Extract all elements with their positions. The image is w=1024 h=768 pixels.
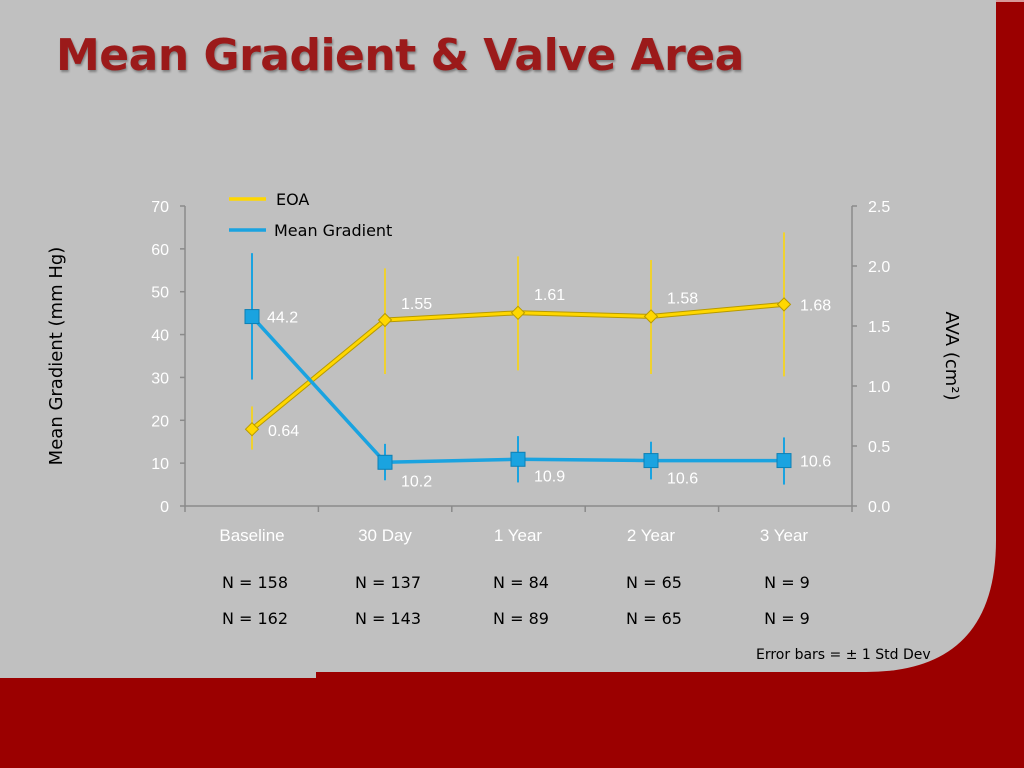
sample-size-cell: N = 137 <box>354 573 422 592</box>
eoa-point <box>776 297 792 312</box>
corner-accent <box>996 0 1024 2</box>
mean-gradient-point <box>377 454 393 470</box>
axes: 0 10 20 30 40 50 60 70 0.0 0.5 1.0 1.5 2.0 2.5 Baselin… <box>151 199 890 545</box>
x-tick-label: 3 Year <box>760 526 809 545</box>
y-left-tick-label: 70 <box>151 199 169 216</box>
y-left-tick-label: 60 <box>151 242 169 259</box>
y-right-tick-label: 1.0 <box>868 379 890 396</box>
eoa-point <box>643 309 659 324</box>
y-left-tick-label: 10 <box>151 456 169 473</box>
content-panel <box>0 0 996 672</box>
sample-size-cell: N = 65 <box>626 609 682 628</box>
y-axis-right-title: AVA (cm²) <box>941 311 962 400</box>
x-tick-label: 30 Day <box>358 526 412 545</box>
y-right-tick-label: 0.5 <box>868 439 890 456</box>
y-left-tick-label: 30 <box>151 370 169 387</box>
mean-gradient-data-label: 44.2 <box>267 310 298 327</box>
eoa-data-label: 1.55 <box>401 296 432 313</box>
sample-size-cell: N = 143 <box>354 609 422 628</box>
series-eoa <box>244 232 792 450</box>
y-right-tick-label: 1.5 <box>868 319 890 336</box>
sample-size-cell: N = 158 <box>221 573 289 592</box>
y-left-tick-label: 0 <box>160 499 169 516</box>
mean-gradient-point <box>776 453 792 469</box>
y-right-tick-label: 0.0 <box>868 499 890 516</box>
eoa-data-label: 0.64 <box>268 423 299 440</box>
mean-gradient-data-label: 10.6 <box>800 454 831 471</box>
series-mean-gradient <box>244 253 792 485</box>
eoa-data-label: 1.61 <box>534 287 565 304</box>
slide-title: Mean Gradient & Valve Area <box>56 30 744 81</box>
y-left-tick-label: 20 <box>151 413 169 430</box>
legend-eoa-label: EOA <box>276 190 309 209</box>
y-left-tick-label: 50 <box>151 285 169 302</box>
mean-gradient-data-label: 10.6 <box>667 471 698 488</box>
panel-tab <box>0 672 316 678</box>
eoa-point <box>510 305 526 321</box>
y-axis-left-title: Mean Gradient (mm Hg) <box>46 247 67 466</box>
sample-size-cell: N = 89 <box>493 609 549 628</box>
eoa-point <box>377 312 393 328</box>
error-bar-note: Error bars = ± 1 Std Dev <box>756 647 931 663</box>
mean-gradient-point <box>244 309 260 325</box>
mean-gradient-point <box>510 451 526 467</box>
sample-size-cell: N = 162 <box>221 609 289 628</box>
data-labels: 0.64 1.55 1.61 1.58 1.68 44.2 10.2 10.9 10.6 10.6 <box>267 287 831 490</box>
eoa-point <box>244 421 260 437</box>
legend: EOA Mean Gradient <box>229 190 392 240</box>
x-tick-label: 2 Year <box>627 526 676 545</box>
legend-mean-gradient-label: Mean Gradient <box>274 221 392 240</box>
x-tick-label: Baseline <box>219 526 284 545</box>
x-tick-label: 1 Year <box>494 526 543 545</box>
mean-gradient-point <box>643 453 659 469</box>
mean-gradient-data-label: 10.9 <box>534 468 565 485</box>
eoa-data-label: 1.68 <box>800 297 831 314</box>
y-right-tick-label: 2.0 <box>868 259 890 276</box>
sample-size-cell: N = 65 <box>626 573 682 592</box>
mean-gradient-data-label: 10.2 <box>401 473 432 490</box>
sample-size-cell: N = 84 <box>493 573 549 592</box>
sample-size-cell: N = 9 <box>764 573 810 592</box>
sample-size-cell: N = 9 <box>764 609 810 628</box>
y-left-tick-label: 40 <box>151 328 169 345</box>
eoa-data-label: 1.58 <box>667 290 698 307</box>
y-right-tick-label: 2.5 <box>868 199 890 216</box>
